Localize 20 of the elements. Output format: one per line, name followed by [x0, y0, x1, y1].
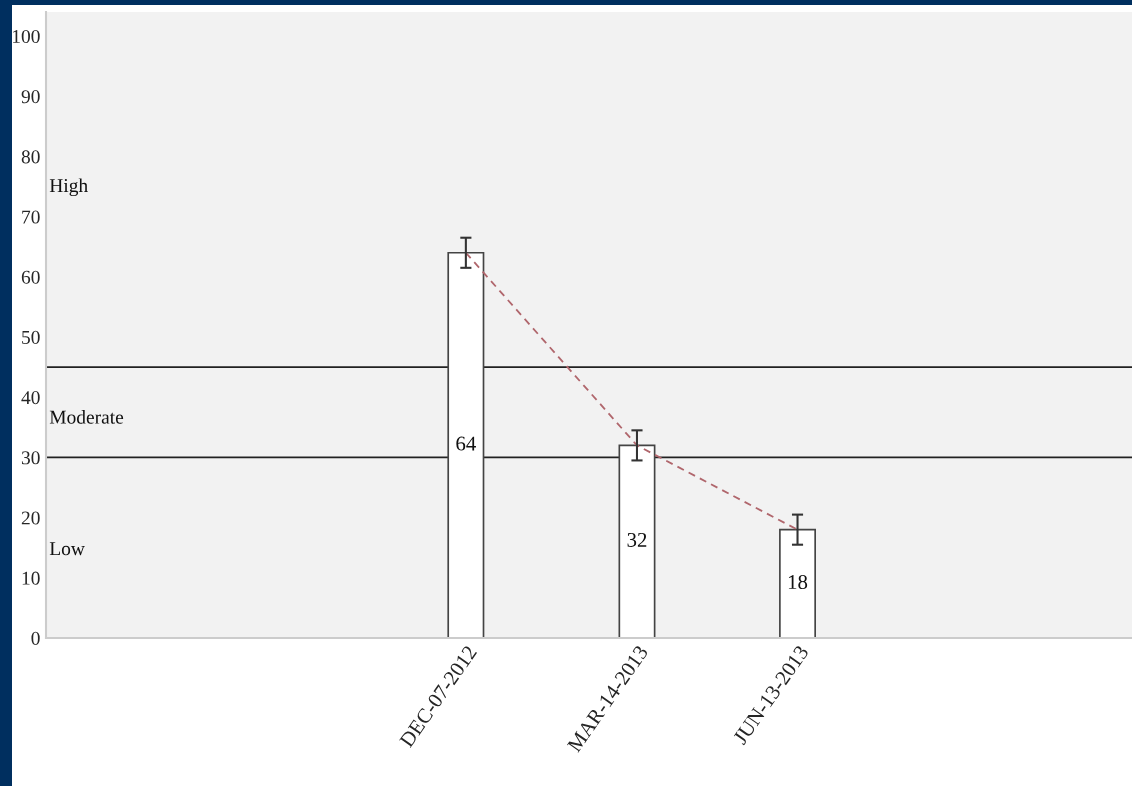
y-tick-label: 60 — [21, 270, 40, 284]
annotation: Moderate — [49, 410, 124, 424]
data-label: 18 — [788, 574, 808, 590]
data-label: 64 — [456, 436, 476, 451]
data-label: 32 — [627, 532, 647, 547]
y-tick-label: 20 — [21, 511, 40, 525]
y-tick-label: 50 — [22, 330, 40, 344]
bar — [447, 251, 485, 638]
y-tick-label: 80 — [21, 150, 40, 164]
bar — [779, 528, 816, 638]
annotation: Low — [49, 542, 85, 556]
y-tick-label: 0 — [31, 631, 40, 645]
y-tick-label: 70 — [22, 210, 40, 224]
y-tick-label: 100 — [12, 29, 40, 44]
y-tick-label: 40 — [21, 391, 40, 405]
y-tick-label: 90 — [21, 90, 40, 104]
bar — [618, 444, 656, 638]
annotation: High — [49, 178, 88, 197]
y-tick-label: 30 — [21, 451, 40, 465]
y-tick-label: 10 — [22, 571, 40, 585]
